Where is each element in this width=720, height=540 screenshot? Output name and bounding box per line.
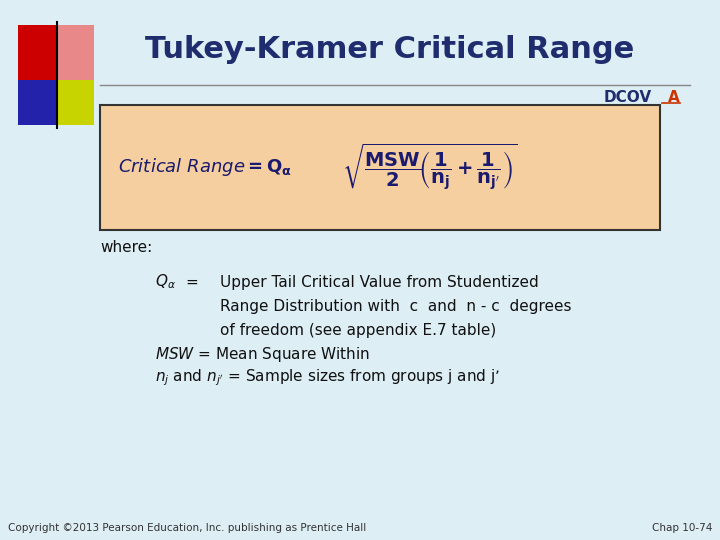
Bar — [56, 80, 94, 125]
Text: A: A — [668, 90, 680, 105]
Text: Range Distribution with  c  and  n - c  degrees: Range Distribution with c and n - c degr… — [220, 299, 572, 314]
Text: $\mathbf{\mathit{Critical\ Range} = Q_{\alpha}}$: $\mathbf{\mathit{Critical\ Range} = Q_{\… — [118, 156, 292, 178]
Text: Tukey-Kramer Critical Range: Tukey-Kramer Critical Range — [145, 36, 634, 64]
Bar — [100, 105, 660, 230]
Text: DCOV: DCOV — [604, 90, 652, 105]
Text: $n_j$ and $n_{j'}$ = Sample sizes from groups j and j’: $n_j$ and $n_{j'}$ = Sample sizes from g… — [155, 368, 500, 388]
Bar — [18, 25, 56, 80]
Text: Upper Tail Critical Value from Studentized: Upper Tail Critical Value from Studentiz… — [220, 274, 539, 289]
Text: $Q_\alpha$: $Q_\alpha$ — [155, 273, 176, 292]
Text: =: = — [185, 274, 198, 289]
Text: $\mathit{MSW}$ = Mean Square Within: $\mathit{MSW}$ = Mean Square Within — [155, 345, 370, 363]
Text: Chap 10-74: Chap 10-74 — [652, 523, 712, 533]
Text: where:: where: — [100, 240, 152, 255]
Text: Copyright ©2013 Pearson Education, Inc. publishing as Prentice Hall: Copyright ©2013 Pearson Education, Inc. … — [8, 523, 366, 533]
Text: $\mathbf{\sqrt{\dfrac{MSW}{2}\!\left(\dfrac{1}{n_j}+\dfrac{1}{n_{j'}}\right)}}$: $\mathbf{\sqrt{\dfrac{MSW}{2}\!\left(\df… — [342, 141, 518, 192]
Bar — [18, 80, 56, 125]
Text: of freedom (see appendix E.7 table): of freedom (see appendix E.7 table) — [220, 322, 496, 338]
Bar — [56, 25, 94, 80]
